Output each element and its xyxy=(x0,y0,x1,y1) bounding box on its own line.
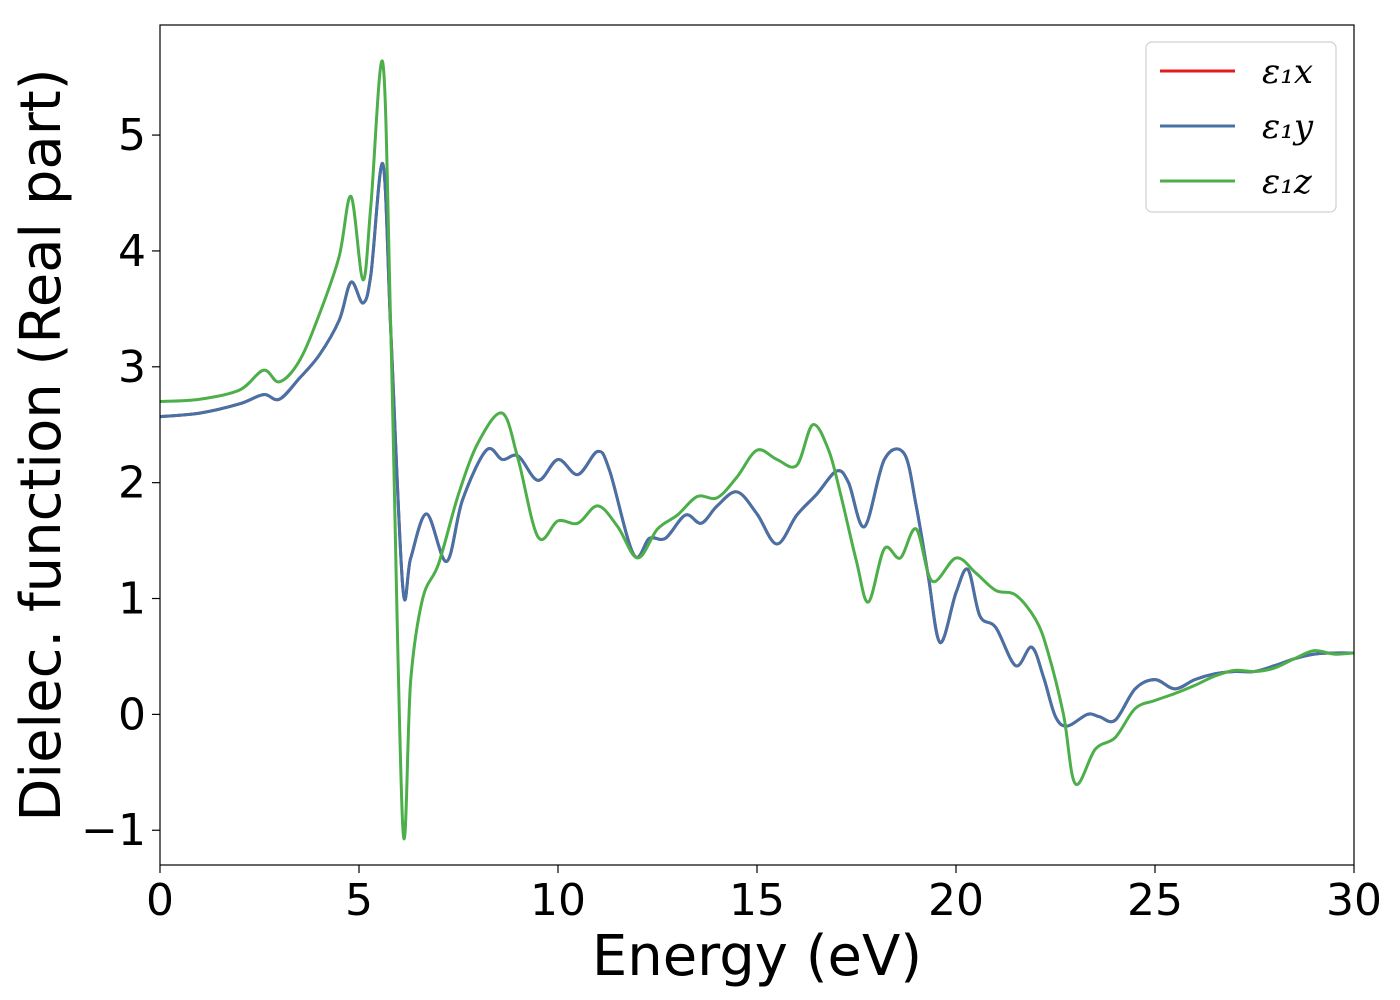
y-tick-label: −1 xyxy=(81,805,146,856)
y-tick-label: 3 xyxy=(118,342,146,393)
x-axis-label: Energy (eV) xyxy=(592,924,922,989)
y-axis-label: Dielec. function (Real part) xyxy=(9,68,74,821)
y-axis: −1 0 1 2 3 4 5 xyxy=(81,110,160,856)
x-axis: 0 5 10 15 20 25 30 xyxy=(146,865,1382,926)
y-tick-label: 5 xyxy=(118,110,146,161)
x-tick-label: 0 xyxy=(146,875,174,926)
x-tick-label: 5 xyxy=(345,875,373,926)
y-tick-label: 4 xyxy=(118,226,146,277)
series-line-eps1z xyxy=(160,59,1354,840)
y-tick-label: 2 xyxy=(118,458,146,509)
x-tick-label: 20 xyxy=(928,875,984,926)
x-tick-label: 30 xyxy=(1326,875,1382,926)
legend-label-eps1y: ε₁y xyxy=(1262,107,1314,147)
legend: ε₁x ε₁y ε₁z xyxy=(1145,41,1337,213)
x-tick-label: 15 xyxy=(729,875,785,926)
legend-label-eps1x: ε₁x xyxy=(1262,52,1313,92)
series-line-eps1y xyxy=(160,162,1354,728)
x-tick-label: 10 xyxy=(530,875,586,926)
y-tick-label: 1 xyxy=(118,574,146,625)
legend-items: ε₁x ε₁y ε₁z xyxy=(1160,52,1314,202)
legend-box xyxy=(1145,41,1337,213)
legend-label-eps1z: ε₁z xyxy=(1262,162,1313,202)
series-layer xyxy=(160,59,1354,840)
x-tick-label: 25 xyxy=(1127,875,1183,926)
y-tick-label: 0 xyxy=(118,689,146,740)
